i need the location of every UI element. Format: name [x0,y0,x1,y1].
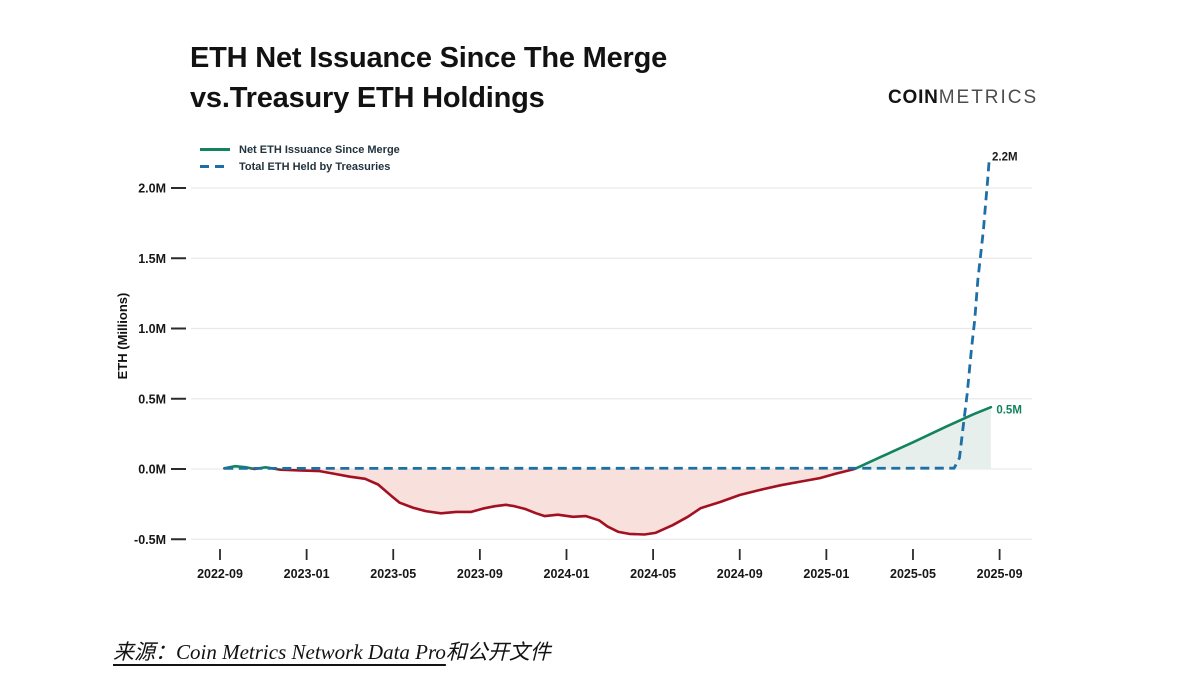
svg-text:2023-09: 2023-09 [457,567,503,581]
legend-item-net-issuance: Net ETH Issuance Since Merge [200,141,400,158]
chart-title-line2: vs.Treasury ETH Holdings [190,82,545,115]
svg-text:1.5M: 1.5M [138,252,166,266]
svg-text:2023-05: 2023-05 [370,567,416,581]
legend-label: Net ETH Issuance Since Merge [239,143,400,156]
legend-label: Total ETH Held by Treasuries [239,160,391,173]
coinmetrics-logo: COINMETRICS [888,87,1038,109]
svg-text:2024-09: 2024-09 [717,567,763,581]
svg-text:2023-01: 2023-01 [284,567,330,581]
legend-item-treasuries: Total ETH Held by Treasuries [200,158,400,175]
coinmetrics-logo-bold: COIN [888,87,939,108]
svg-text:2025-01: 2025-01 [803,567,849,581]
coinmetrics-logo-light: METRICS [938,87,1039,108]
svg-text:2025-09: 2025-09 [977,567,1023,581]
dashed-line-swatch-icon [200,165,230,168]
svg-text:1.0M: 1.0M [138,322,166,336]
solid-line-swatch-icon [200,148,230,151]
source-note-rest: 和公开文件 [445,640,551,664]
source-note: 来源：Coin Metrics Network Data Pro和公开文件 [113,636,551,666]
chart-title: ETH Net Issuance Since The Merge vs.Trea… [190,38,667,118]
svg-text:0.5M: 0.5M [996,404,1022,416]
source-note-underlined: 来源：Coin Metrics Network Data Pro [113,640,446,664]
svg-text:ETH (Millions): ETH (Millions) [115,293,130,380]
svg-text:0.0M: 0.0M [138,463,166,477]
chart-legend: Net ETH Issuance Since Merge Total ETH H… [200,141,400,175]
svg-text:2024-05: 2024-05 [630,567,676,581]
svg-text:0.5M: 0.5M [138,392,166,406]
svg-text:2022-09: 2022-09 [197,567,243,581]
svg-text:-0.5M: -0.5M [134,533,166,547]
chart-title-line1: ETH Net Issuance Since The Merge [190,42,668,74]
svg-text:2025-05: 2025-05 [890,567,936,581]
svg-text:2024-01: 2024-01 [544,567,590,581]
svg-text:2.0M: 2.0M [138,182,166,196]
svg-text:2.2M: 2.2M [992,151,1018,163]
